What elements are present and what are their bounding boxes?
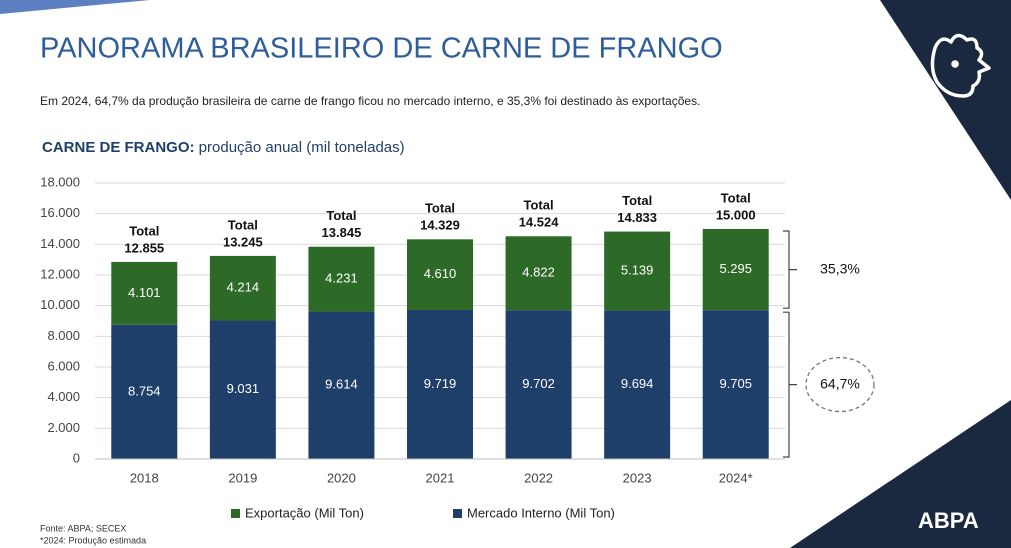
total-label: Total xyxy=(129,223,159,238)
value-label: 5.295 xyxy=(719,261,752,276)
total-value: 14.524 xyxy=(519,215,560,230)
total-value: 13.245 xyxy=(223,234,263,249)
x-tick-label: 2020 xyxy=(327,470,356,485)
total-label: Total xyxy=(524,198,554,213)
note: *2024: Produção estimada xyxy=(40,535,146,545)
subtitle: Em 2024, 64,7% da produção brasileira de… xyxy=(40,94,700,108)
share-label: 64,7% xyxy=(820,375,860,391)
legend-label: Mercado Interno (Mil Ton) xyxy=(467,505,615,520)
y-tick-label: 14.000 xyxy=(40,236,80,251)
total-label: Total xyxy=(326,208,356,223)
bracket xyxy=(783,311,797,458)
total-value: 14.833 xyxy=(617,210,657,225)
total-value: 15.000 xyxy=(716,207,756,222)
x-tick-label: 2018 xyxy=(130,470,159,485)
bar-segment xyxy=(407,309,473,459)
x-tick-label: 2019 xyxy=(228,470,257,485)
legend-swatch xyxy=(453,509,462,518)
value-label: 4.231 xyxy=(325,271,358,286)
value-label: 8.754 xyxy=(128,383,161,398)
y-tick-label: 2.000 xyxy=(47,420,80,435)
bar-segment xyxy=(702,310,769,459)
bar-segment xyxy=(407,239,473,310)
total-value: 12.855 xyxy=(124,240,164,255)
legend-swatch xyxy=(231,509,240,518)
total-label: Total xyxy=(228,217,258,232)
bar-segment xyxy=(111,324,178,459)
corner-stripe xyxy=(0,0,150,14)
x-tick-label: 2023 xyxy=(623,470,652,485)
value-label: 9.031 xyxy=(227,381,260,396)
y-tick-label: 6.000 xyxy=(47,358,80,373)
bar-segment xyxy=(505,236,572,311)
bar-segment xyxy=(604,231,671,311)
value-label: 9.719 xyxy=(424,376,457,391)
source: Fonte: ABPA; SECEX xyxy=(40,523,126,533)
title: PANORAMA BRASILEIRO DE CARNE DE FRANGO xyxy=(40,33,723,65)
bracket xyxy=(783,230,797,309)
y-tick-label: 8.000 xyxy=(47,328,80,343)
value-label: 4.214 xyxy=(227,280,260,295)
total-label: Total xyxy=(622,193,652,208)
total-label: Total xyxy=(721,190,751,205)
y-tick-label: 12.000 xyxy=(40,266,80,281)
value-label: 9.694 xyxy=(621,376,654,391)
total-label: Total xyxy=(425,201,455,216)
x-tick-label: 2021 xyxy=(426,470,455,485)
value-label: 4.610 xyxy=(424,266,457,281)
y-tick-label: 16.000 xyxy=(40,205,80,220)
x-tick-label: 2022 xyxy=(524,470,553,485)
bar-segment xyxy=(702,229,769,311)
value-label: 4.101 xyxy=(128,285,161,300)
bar-segment xyxy=(209,255,276,321)
y-tick-label: 0 xyxy=(73,450,80,465)
value-label: 5.139 xyxy=(621,262,654,277)
total-value: 14.329 xyxy=(420,218,460,233)
bar-segment xyxy=(308,246,375,312)
share-label: 35,3% xyxy=(820,260,860,276)
y-tick-label: 18.000 xyxy=(40,174,80,189)
value-label: 4.822 xyxy=(522,265,555,280)
total-value: 13.845 xyxy=(322,225,362,240)
chart-subtitle: produção anual (mil toneladas) xyxy=(199,139,405,156)
logo: ABPA xyxy=(918,508,979,533)
value-label: 9.705 xyxy=(719,376,752,391)
chart-title-bold: CARNE DE FRANGO: xyxy=(42,139,195,156)
bar-segment xyxy=(209,320,276,459)
chicken-icon xyxy=(930,33,991,98)
y-tick-label: 4.000 xyxy=(47,389,80,404)
bar-segment xyxy=(111,261,178,325)
highlight-ellipse xyxy=(805,356,875,413)
legend-label: Exportação (Mil Ton) xyxy=(245,505,364,520)
bar-segment xyxy=(505,310,572,459)
y-tick-label: 10.000 xyxy=(40,297,80,312)
value-label: 9.702 xyxy=(522,376,555,391)
bar-segment xyxy=(308,311,375,459)
bar-segment xyxy=(604,310,671,459)
x-tick-label: 2024* xyxy=(719,470,753,485)
value-label: 9.614 xyxy=(325,377,358,392)
chart-title: CARNE DE FRANGO: produção anual (mil ton… xyxy=(42,139,405,156)
corner-triangle xyxy=(790,400,1011,548)
corner-triangle xyxy=(880,0,1011,200)
